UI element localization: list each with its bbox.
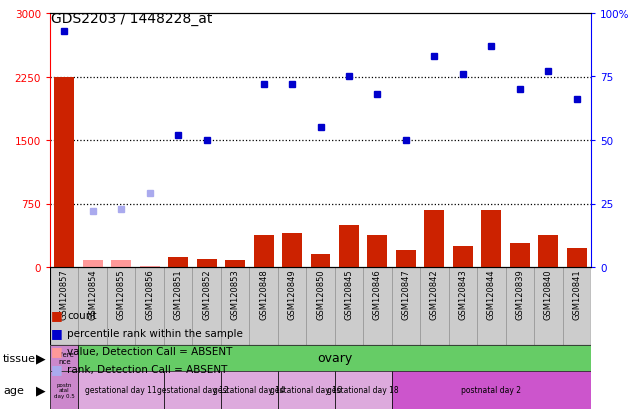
Text: GSM120839: GSM120839: [515, 269, 524, 320]
Bar: [278, 267, 306, 345]
Bar: [567, 249, 587, 267]
Text: GSM120851: GSM120851: [174, 269, 183, 319]
Bar: [538, 235, 558, 267]
Text: GSM120840: GSM120840: [544, 269, 553, 319]
Text: ■: ■: [51, 345, 63, 358]
Bar: [278, 371, 335, 409]
Text: ovary: ovary: [317, 351, 353, 365]
Bar: [481, 211, 501, 267]
Bar: [339, 225, 359, 267]
Bar: [221, 267, 249, 345]
Bar: [335, 267, 363, 345]
Text: GDS2203 / 1448228_at: GDS2203 / 1448228_at: [51, 12, 213, 26]
Text: GSM120855: GSM120855: [117, 269, 126, 319]
Bar: [225, 261, 245, 267]
Text: count: count: [67, 310, 97, 320]
Bar: [249, 267, 278, 345]
Bar: [192, 267, 221, 345]
Bar: [164, 267, 192, 345]
Bar: [50, 267, 78, 345]
Bar: [510, 244, 529, 267]
Bar: [392, 267, 420, 345]
Bar: [310, 255, 331, 267]
Bar: [424, 211, 444, 267]
Bar: [135, 267, 164, 345]
Bar: [420, 267, 449, 345]
Text: value, Detection Call = ABSENT: value, Detection Call = ABSENT: [67, 346, 233, 356]
Text: ▶: ▶: [35, 351, 46, 365]
Bar: [306, 267, 335, 345]
Bar: [197, 259, 217, 267]
Bar: [140, 266, 160, 267]
Text: refere
nce: refere nce: [54, 351, 74, 365]
Text: gestational day 14: gestational day 14: [213, 386, 285, 394]
Text: postn
atal
day 0.5: postn atal day 0.5: [54, 382, 74, 398]
Bar: [83, 261, 103, 267]
Bar: [534, 267, 563, 345]
Text: GSM120854: GSM120854: [88, 269, 97, 319]
Text: GSM120857: GSM120857: [60, 269, 69, 320]
Text: ■: ■: [51, 327, 63, 339]
Bar: [396, 250, 416, 267]
Bar: [392, 371, 591, 409]
Bar: [54, 77, 74, 267]
Text: GSM120846: GSM120846: [373, 269, 382, 320]
Bar: [477, 267, 506, 345]
Bar: [254, 235, 274, 267]
Bar: [367, 235, 387, 267]
Text: age: age: [3, 385, 24, 395]
Text: tissue: tissue: [3, 353, 36, 363]
Bar: [453, 246, 473, 267]
Text: ■: ■: [51, 363, 63, 375]
Text: GSM120844: GSM120844: [487, 269, 496, 319]
Text: gestational day 16: gestational day 16: [271, 386, 342, 394]
Bar: [168, 257, 188, 267]
Text: gestational day 11: gestational day 11: [85, 386, 157, 394]
Text: GSM120842: GSM120842: [430, 269, 439, 319]
Bar: [112, 261, 131, 267]
Bar: [282, 234, 302, 267]
Bar: [78, 371, 164, 409]
Bar: [335, 371, 392, 409]
Text: ■: ■: [51, 309, 63, 322]
Bar: [164, 371, 221, 409]
Text: GSM120852: GSM120852: [202, 269, 211, 319]
Text: GSM120841: GSM120841: [572, 269, 581, 319]
Bar: [78, 267, 107, 345]
Text: GSM120853: GSM120853: [231, 269, 240, 320]
Text: ▶: ▶: [35, 384, 46, 396]
Text: GSM120849: GSM120849: [288, 269, 297, 319]
Text: postnatal day 2: postnatal day 2: [462, 386, 521, 394]
Text: GSM120850: GSM120850: [316, 269, 325, 319]
Text: percentile rank within the sample: percentile rank within the sample: [67, 328, 243, 338]
Bar: [506, 267, 534, 345]
Bar: [50, 345, 78, 371]
Bar: [107, 267, 135, 345]
Text: GSM120856: GSM120856: [145, 269, 154, 320]
Text: GSM120843: GSM120843: [458, 269, 467, 320]
Bar: [449, 267, 477, 345]
Text: GSM120847: GSM120847: [401, 269, 410, 320]
Text: gestational day 12: gestational day 12: [156, 386, 228, 394]
Bar: [363, 267, 392, 345]
Text: GSM120848: GSM120848: [259, 269, 268, 320]
Text: GSM120845: GSM120845: [344, 269, 353, 319]
Text: gestational day 18: gestational day 18: [328, 386, 399, 394]
Text: rank, Detection Call = ABSENT: rank, Detection Call = ABSENT: [67, 364, 228, 374]
Bar: [50, 371, 78, 409]
Bar: [563, 267, 591, 345]
Bar: [221, 371, 278, 409]
